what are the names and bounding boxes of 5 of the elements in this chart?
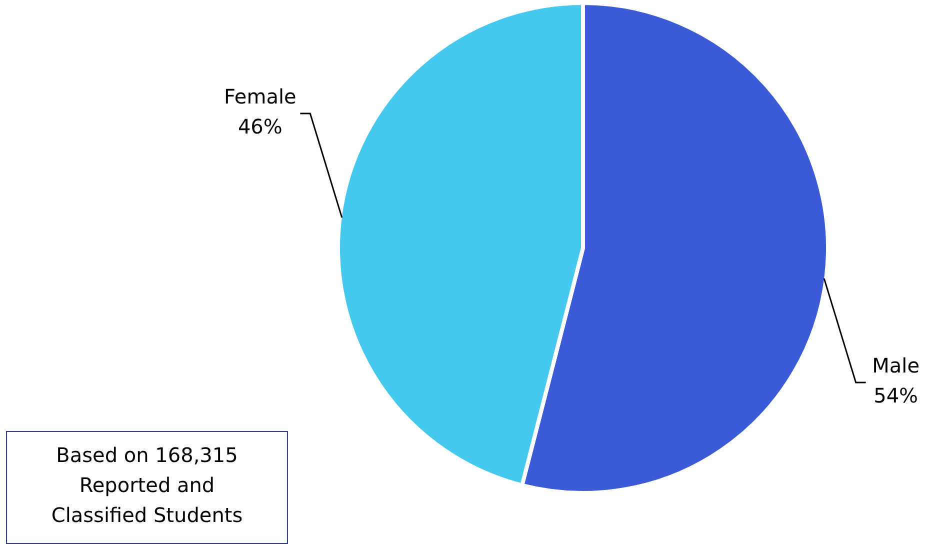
data-label: 54% (874, 384, 918, 408)
slice-label: Female (224, 84, 296, 109)
slice-label: Male (872, 354, 920, 378)
text: Based on 168,315 Reported and Classified Students (6, 431, 288, 544)
data-label: 46% (238, 114, 282, 139)
